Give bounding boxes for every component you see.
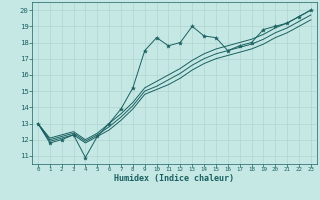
X-axis label: Humidex (Indice chaleur): Humidex (Indice chaleur) [115, 174, 234, 183]
